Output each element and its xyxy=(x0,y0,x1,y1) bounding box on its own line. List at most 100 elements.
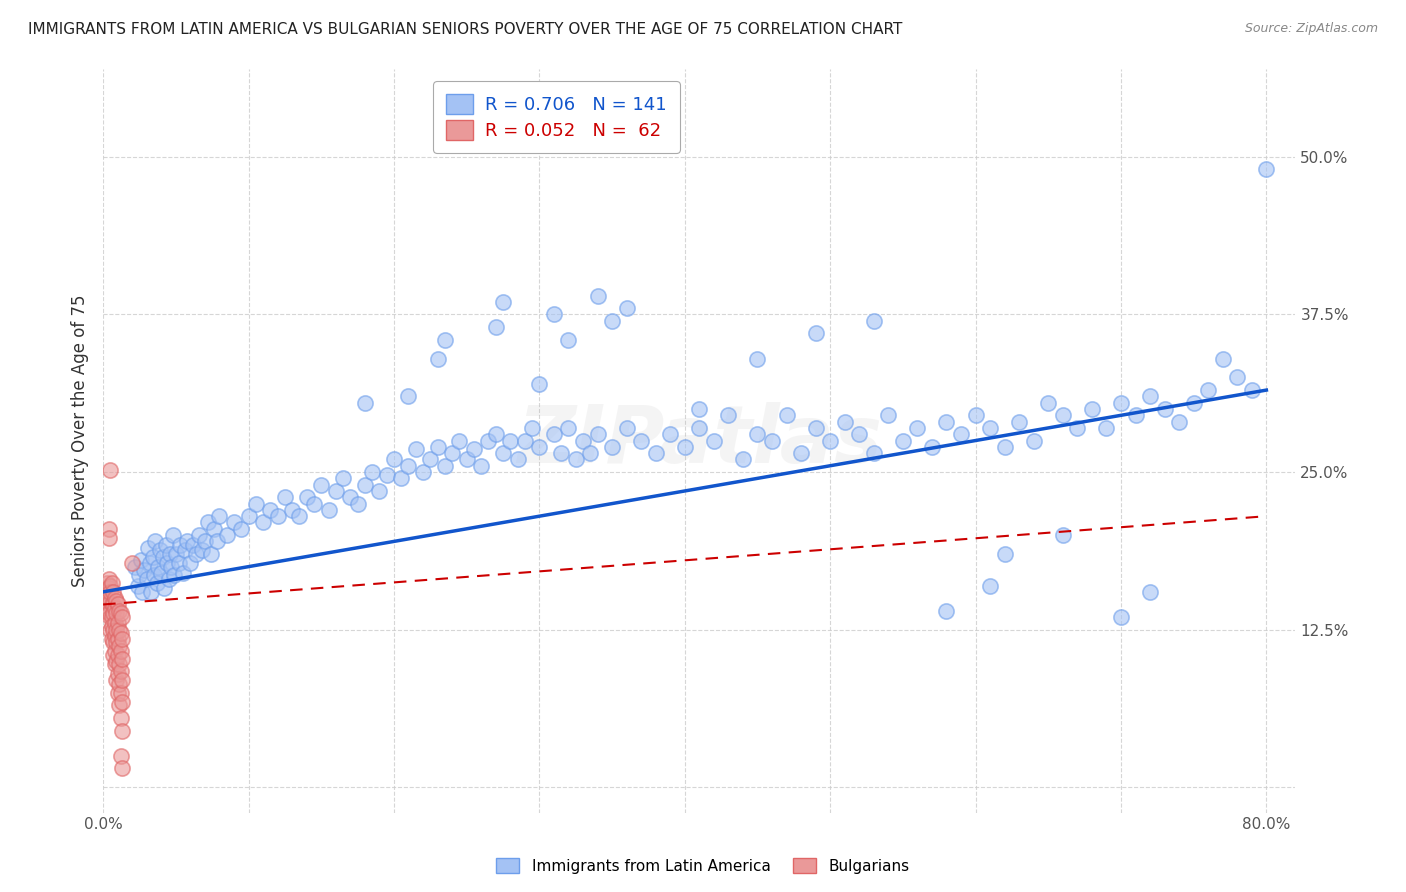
Point xyxy=(492,294,515,309)
Point xyxy=(96,593,118,607)
Point xyxy=(108,677,131,691)
Point xyxy=(100,610,122,624)
Point xyxy=(231,522,253,536)
Point xyxy=(103,623,125,637)
Point xyxy=(259,503,281,517)
Point xyxy=(426,440,449,454)
Point xyxy=(110,607,132,621)
Point xyxy=(616,421,638,435)
Point xyxy=(1109,610,1132,624)
Point xyxy=(747,351,769,366)
Point xyxy=(107,648,129,662)
Point xyxy=(160,559,183,574)
Point xyxy=(891,434,914,448)
Text: IMMIGRANTS FROM LATIN AMERICA VS BULGARIAN SENIORS POVERTY OVER THE AGE OF 75 CO: IMMIGRANTS FROM LATIN AMERICA VS BULGARI… xyxy=(28,22,903,37)
Point xyxy=(346,497,368,511)
Point xyxy=(155,538,177,552)
Point xyxy=(128,568,150,582)
Point xyxy=(101,610,124,624)
Legend: Immigrants from Latin America, Bulgarians: Immigrants from Latin America, Bulgarian… xyxy=(491,852,915,880)
Point xyxy=(905,421,928,435)
Point xyxy=(492,446,515,460)
Point xyxy=(111,632,134,646)
Point xyxy=(110,711,132,725)
Point xyxy=(97,522,120,536)
Point xyxy=(188,528,211,542)
Point xyxy=(104,629,127,643)
Point xyxy=(950,427,973,442)
Point xyxy=(145,534,167,549)
Point xyxy=(215,528,238,542)
Point xyxy=(173,543,195,558)
Point xyxy=(129,553,152,567)
Point xyxy=(1226,370,1249,384)
Point xyxy=(103,648,125,662)
Point xyxy=(104,591,127,606)
Point xyxy=(107,616,129,631)
Point xyxy=(1066,421,1088,435)
Point xyxy=(105,607,128,621)
Point xyxy=(935,415,957,429)
Point xyxy=(405,442,427,457)
Point xyxy=(108,639,131,653)
Point xyxy=(703,434,725,448)
Point xyxy=(97,607,120,621)
Point xyxy=(100,593,122,607)
Point xyxy=(775,409,797,423)
Point xyxy=(579,446,602,460)
Point xyxy=(375,467,398,482)
Point xyxy=(463,442,485,457)
Point xyxy=(818,434,841,448)
Point xyxy=(485,320,508,334)
Point xyxy=(96,576,118,591)
Point xyxy=(848,427,870,442)
Point xyxy=(1168,415,1191,429)
Point xyxy=(105,654,128,668)
Point xyxy=(368,483,391,498)
Point xyxy=(121,556,143,570)
Point xyxy=(101,632,124,646)
Point xyxy=(398,458,420,473)
Point xyxy=(252,516,274,530)
Point xyxy=(361,465,384,479)
Point xyxy=(485,427,508,442)
Point xyxy=(143,568,166,582)
Point xyxy=(169,538,191,552)
Point xyxy=(586,288,609,302)
Point xyxy=(470,458,492,473)
Point xyxy=(146,576,169,591)
Point xyxy=(600,314,623,328)
Point xyxy=(572,434,595,448)
Point xyxy=(105,593,128,607)
Point xyxy=(318,503,340,517)
Point xyxy=(222,516,245,530)
Point xyxy=(107,598,129,612)
Point xyxy=(673,440,696,454)
Point xyxy=(1256,162,1278,177)
Point xyxy=(935,604,957,618)
Point xyxy=(1240,383,1263,397)
Point xyxy=(979,421,1001,435)
Point xyxy=(790,446,813,460)
Point xyxy=(499,434,522,448)
Point xyxy=(616,301,638,315)
Point xyxy=(659,427,682,442)
Point xyxy=(111,651,134,665)
Point xyxy=(111,673,134,687)
Point xyxy=(1038,395,1060,409)
Point xyxy=(111,723,134,738)
Point xyxy=(107,632,129,646)
Point xyxy=(1153,402,1175,417)
Point xyxy=(97,598,120,612)
Point xyxy=(529,440,551,454)
Point xyxy=(176,534,198,549)
Point xyxy=(557,333,579,347)
Point xyxy=(162,528,184,542)
Point xyxy=(103,585,125,599)
Point xyxy=(354,477,377,491)
Point xyxy=(433,458,456,473)
Point xyxy=(172,566,194,580)
Y-axis label: Seniors Poverty Over the Age of 75: Seniors Poverty Over the Age of 75 xyxy=(72,294,89,587)
Point xyxy=(108,657,131,671)
Text: ZIPatlas: ZIPatlas xyxy=(517,401,882,480)
